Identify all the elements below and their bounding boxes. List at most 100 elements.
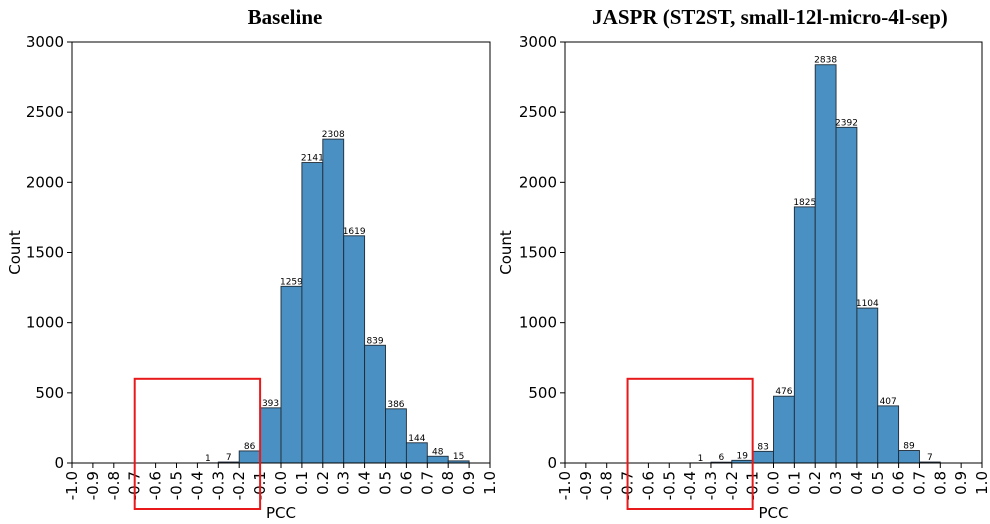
histogram-bar — [385, 408, 407, 464]
x-tick-label: -1.0 — [556, 471, 574, 500]
histogram-bar — [877, 405, 900, 464]
x-tick-label: -0.5 — [660, 471, 678, 500]
x-tick-label: -0.4 — [681, 471, 699, 500]
bar-data-label: 2838 — [814, 56, 837, 66]
bar-data-label: 83 — [757, 442, 768, 452]
x-tick-label: -0.8 — [105, 471, 123, 500]
y-tick-label: 1000 — [519, 314, 557, 332]
y-tick-label: 2500 — [519, 103, 557, 121]
bar-data-label: 15 — [453, 452, 464, 462]
x-tick-label: 0.3 — [827, 471, 845, 495]
x-tick-label: 0.9 — [952, 471, 970, 495]
x-tick-label: -0.9 — [577, 471, 595, 500]
bar-data-label: 6 — [719, 453, 725, 463]
histogram-bar — [793, 206, 816, 464]
bar-data-label: 48 — [432, 447, 444, 457]
histogram-bar — [898, 450, 920, 464]
x-axis-label: PCC — [266, 504, 296, 522]
chart-title: Baseline — [248, 5, 323, 29]
x-tick-label: 1.0 — [481, 471, 499, 495]
y-tick-label: 0 — [547, 454, 557, 472]
histogram-bar — [238, 450, 261, 464]
bar-data-label: 386 — [387, 400, 404, 410]
bar-data-label: 2308 — [322, 130, 345, 140]
x-tick-label: 0.4 — [356, 471, 374, 495]
bar-data-label: 7 — [226, 453, 232, 463]
y-tick-label: 1500 — [26, 244, 64, 262]
x-axis-label: PCC — [759, 504, 789, 522]
x-tick-label: 0.7 — [910, 471, 928, 495]
x-tick-label: -0.6 — [639, 471, 657, 500]
y-tick-label: 2000 — [519, 173, 557, 191]
histogram-bar — [835, 126, 858, 464]
x-tick-label: 0.9 — [460, 471, 478, 495]
histogram-bar — [773, 395, 795, 464]
bar-data-label: 1 — [205, 454, 211, 464]
chart-panel-2: JASPR (ST2ST, small-12l-micro-4l-sep) 1 6 1… — [497, 5, 990, 522]
bar-data-label: 839 — [366, 336, 383, 346]
y-axis-label: Count — [6, 230, 24, 275]
histogram-bar — [280, 285, 303, 464]
bar-data-label: 86 — [244, 442, 256, 452]
bar-data-label: 476 — [775, 387, 792, 397]
highlight-box — [626, 377, 754, 510]
y-axis-label: Count — [497, 230, 515, 275]
bar-data-label: 2141 — [301, 154, 324, 164]
histogram-bar — [405, 442, 428, 464]
x-tick-label: 0.7 — [418, 471, 436, 495]
y-tick-label: 3000 — [519, 33, 557, 51]
x-tick-label: 0.5 — [869, 471, 887, 495]
bar-data-label: 393 — [262, 399, 279, 409]
x-tick-label: -0.5 — [168, 471, 186, 500]
x-tick-label: 0.6 — [890, 471, 908, 495]
bar-data-label: 144 — [408, 434, 425, 444]
histogram-bar — [301, 162, 324, 464]
histogram-bar — [343, 235, 366, 464]
x-tick-label: -1.0 — [63, 471, 81, 500]
y-tick-label: 2500 — [26, 103, 64, 121]
bar-data-label: 7 — [927, 453, 933, 463]
histogram-bar — [322, 138, 345, 464]
x-tick-label: -0.4 — [188, 471, 206, 500]
x-tick-label: -0.8 — [598, 471, 616, 500]
x-tick-label: -0.3 — [209, 471, 227, 500]
chart-title: JASPR (ST2ST, small-12l-micro-4l-sep) — [592, 5, 948, 29]
y-tick-label: 1500 — [519, 244, 557, 262]
x-tick-label: 0.0 — [272, 471, 290, 495]
y-tick-label: 3000 — [26, 33, 64, 51]
x-tick-label: 0.1 — [293, 471, 311, 495]
y-tick-label: 0 — [54, 454, 64, 472]
chart-panel-1: Baseline 1 7 86 393 1259 2141 2308 1619 839 386 144… — [6, 5, 499, 522]
bar-data-label: 89 — [903, 442, 915, 452]
x-tick-label: 0.2 — [314, 471, 332, 495]
bar-data-label: 407 — [880, 397, 897, 407]
x-tick-label: 0.2 — [806, 471, 824, 495]
bar-data-label: 1 — [698, 454, 704, 464]
bar-data-label: 1825 — [793, 198, 816, 208]
bar-data-label: 19 — [736, 451, 748, 461]
y-tick-label: 500 — [528, 384, 557, 402]
histogram-bar — [856, 307, 879, 464]
x-tick-label: 0.3 — [335, 471, 353, 495]
x-tick-label: 0.6 — [397, 471, 415, 495]
histogram-bar — [752, 450, 774, 464]
bar-data-label: 2392 — [835, 118, 858, 128]
x-tick-label: -0.2 — [230, 471, 248, 500]
y-tick-label: 2000 — [26, 173, 64, 191]
y-tick-label: 1000 — [26, 314, 64, 332]
x-tick-label: -0.3 — [702, 471, 720, 500]
bar-data-label: 1259 — [280, 277, 303, 287]
x-tick-label: 0.0 — [765, 471, 783, 495]
histogram-bar — [814, 64, 837, 464]
bar-data-label: 1104 — [856, 299, 879, 309]
x-tick-label: 1.0 — [973, 471, 990, 495]
histogram-bar — [364, 344, 386, 464]
x-tick-label: 0.4 — [848, 471, 866, 495]
x-tick-label: -0.9 — [84, 471, 102, 500]
x-tick-label: 0.1 — [785, 471, 803, 495]
x-tick-label: 0.5 — [377, 471, 395, 495]
y-tick-label: 500 — [35, 384, 64, 402]
histogram-bar — [259, 407, 282, 464]
x-tick-label: -0.2 — [723, 471, 741, 500]
